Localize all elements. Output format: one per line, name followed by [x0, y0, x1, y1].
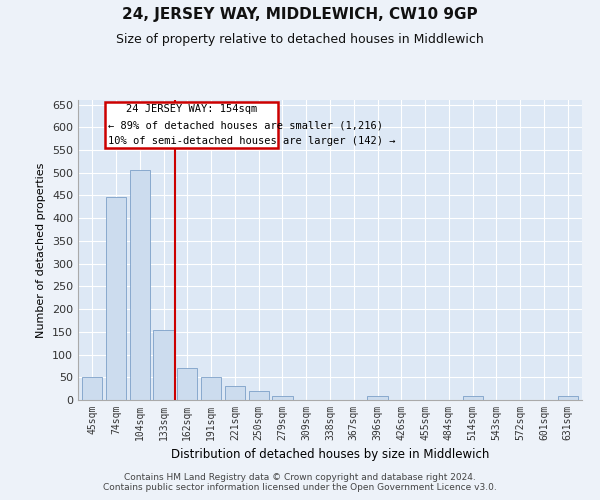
Text: Size of property relative to detached houses in Middlewich: Size of property relative to detached ho… [116, 32, 484, 46]
Bar [177, 368, 197, 400]
Text: 10% of semi-detached houses are larger (142) →: 10% of semi-detached houses are larger (… [108, 136, 395, 146]
Bar [225, 386, 245, 400]
Bar [463, 396, 483, 400]
Text: Contains HM Land Registry data © Crown copyright and database right 2024.
Contai: Contains HM Land Registry data © Crown c… [103, 473, 497, 492]
Bar [272, 396, 293, 400]
Bar [130, 170, 150, 400]
Text: ← 89% of detached houses are smaller (1,216): ← 89% of detached houses are smaller (1,… [108, 120, 383, 130]
Y-axis label: Number of detached properties: Number of detached properties [37, 162, 46, 338]
Bar [367, 396, 388, 400]
Bar [106, 197, 126, 400]
Bar [557, 396, 578, 400]
Text: 24, JERSEY WAY, MIDDLEWICH, CW10 9GP: 24, JERSEY WAY, MIDDLEWICH, CW10 9GP [122, 8, 478, 22]
FancyBboxPatch shape [104, 102, 278, 148]
Text: 24 JERSEY WAY: 154sqm: 24 JERSEY WAY: 154sqm [126, 104, 257, 114]
X-axis label: Distribution of detached houses by size in Middlewich: Distribution of detached houses by size … [171, 448, 489, 462]
Bar [82, 378, 103, 400]
Bar [248, 391, 269, 400]
Bar [201, 378, 221, 400]
Bar [154, 330, 173, 400]
